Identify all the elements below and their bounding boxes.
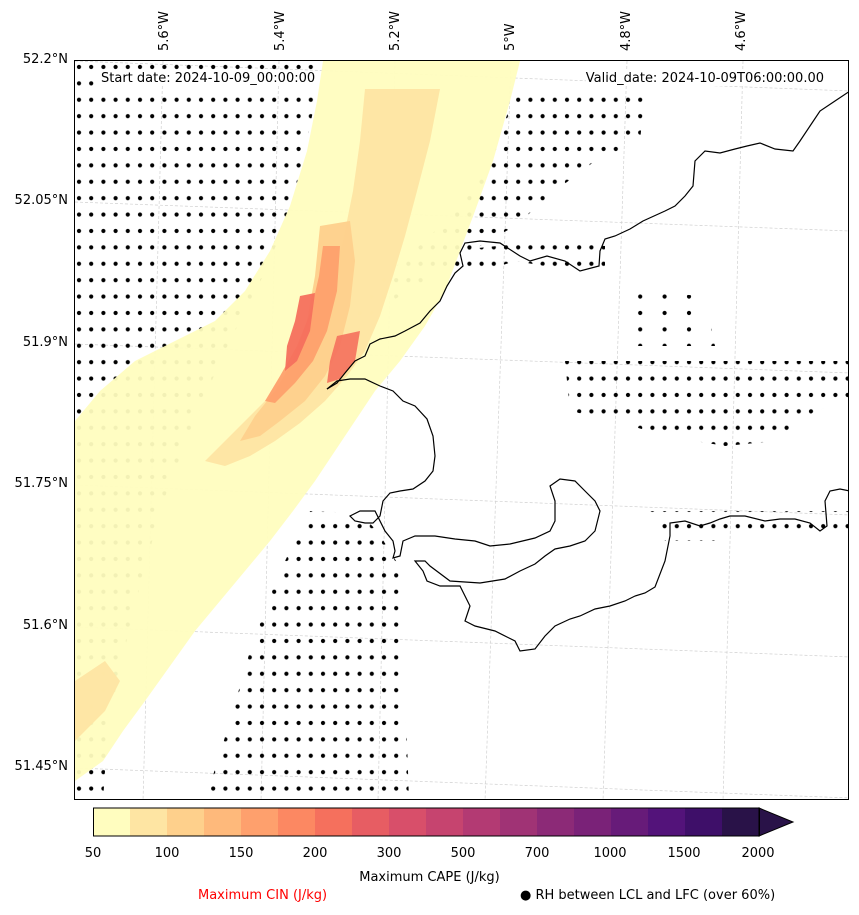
coastline-peninsula [326, 378, 848, 652]
colorbar-segment [463, 808, 501, 836]
colorbar-segment [648, 808, 686, 836]
cape-band-100 [205, 89, 440, 466]
lon-label: 5.6°W [157, 10, 172, 51]
lat-label: 52.2°N [22, 52, 68, 67]
colorbar-segment [278, 808, 316, 836]
start-date-text: Start date: 2024-10-09_00:00:00 [101, 71, 316, 86]
valid-date-text: Valid_date: 2024-10-09T06:00:00.00 [585, 71, 824, 86]
lat-label: 51.75°N [14, 476, 68, 491]
lon-label: 4.8°W [619, 10, 634, 51]
colorbar-segment [574, 808, 612, 836]
colorbar-tick: 50 [84, 846, 102, 861]
cape-band-100b [75, 661, 120, 741]
lat-label: 51.9°N [22, 335, 68, 350]
rh-area-west [75, 61, 320, 799]
cape-band-200 [265, 246, 340, 403]
meridian-line [484, 61, 512, 799]
cape-shading [75, 61, 520, 781]
rh-dot-icon: ● [520, 888, 532, 903]
lon-label: 5°W [503, 23, 518, 51]
coastline-north [326, 91, 848, 390]
colorbar-tick: 500 [450, 846, 476, 861]
colorbar-tick: 150 [228, 846, 254, 861]
colorbar-segment [611, 808, 649, 836]
colorbar-segment [685, 808, 723, 836]
rh-legend: ● RH between LCL and LFC (over 60%) [520, 888, 775, 903]
colorbar-segment [241, 808, 279, 836]
map-frame: Start date: 2024-10-09_00:00:00 Valid_da… [74, 60, 849, 800]
colorbar-segment [315, 808, 353, 836]
colorbar-tick: 1000 [593, 846, 627, 861]
rh-area-north [300, 91, 645, 391]
colorbar-segment [389, 808, 427, 836]
rh-legend-label: RH between LCL and LFC (over 60%) [535, 888, 776, 903]
colorbar-title: Maximum CAPE (J/kg) [359, 870, 500, 885]
lat-label: 51.6°N [22, 618, 68, 633]
colorbar-tick: 100 [154, 846, 180, 861]
colorbar-segment [167, 808, 205, 836]
cape-band-300b [327, 331, 360, 383]
coastline [326, 91, 848, 652]
rh-area-southwest [205, 511, 409, 799]
colorbar-tick: 1500 [667, 846, 701, 861]
colorbar-tick: 300 [376, 846, 402, 861]
lon-label: 5.4°W [273, 10, 288, 51]
colorbar-segment [130, 808, 168, 836]
meridian-line [602, 61, 628, 799]
colorbar-border [93, 807, 760, 837]
rh-area-southeast [650, 511, 848, 541]
colorbar-tick: 200 [302, 846, 328, 861]
parallel-line [75, 626, 848, 658]
rh-area-sw-coast [450, 241, 605, 276]
colorbar-segment [500, 808, 538, 836]
colorbar-extend-arrow [758, 807, 795, 837]
colorbar-tick: 2000 [741, 846, 775, 861]
parallel-line [75, 767, 848, 799]
cin-legend-label: Maximum CIN (J/kg) [198, 888, 328, 903]
lat-label: 51.45°N [14, 759, 68, 774]
colorbar-segment [722, 808, 760, 836]
rh-stipple [75, 61, 848, 799]
colorbar-segment [93, 808, 131, 836]
colorbar-segment [426, 808, 464, 836]
lat-label: 52.05°N [14, 193, 68, 208]
rh-area-east [565, 361, 848, 446]
lon-label: 4.6°W [734, 10, 749, 51]
lon-label: 5.2°W [388, 10, 403, 51]
rh-area-scatter [625, 291, 715, 346]
colorbar-segment [352, 808, 390, 836]
parallel-line [75, 484, 848, 516]
cape-band-300 [285, 293, 315, 371]
colorbar-segment [204, 808, 242, 836]
colorbar-tick: 700 [524, 846, 550, 861]
map-canvas [75, 61, 848, 799]
cape-colorbar [93, 807, 795, 837]
colorbar-segment [537, 808, 575, 836]
